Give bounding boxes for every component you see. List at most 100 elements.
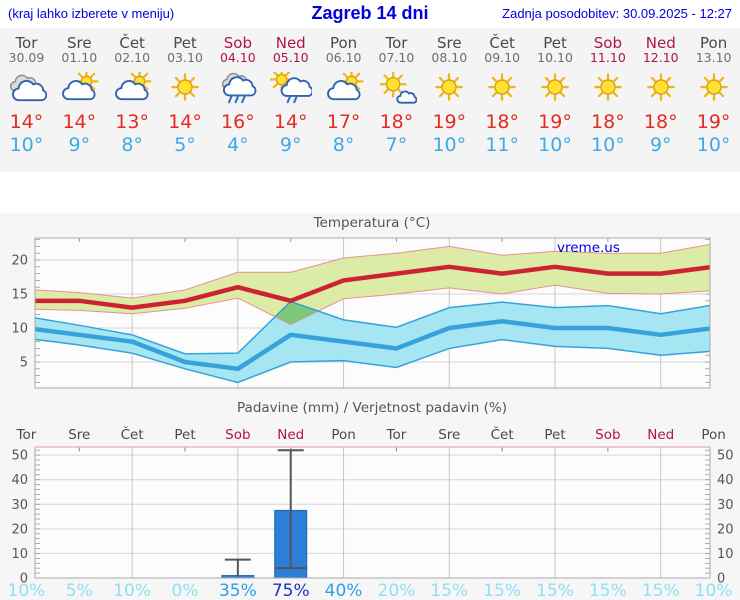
- sunny-icon: [488, 73, 516, 101]
- max-temp: 14°: [273, 111, 308, 133]
- min-temp: 10°: [9, 134, 44, 156]
- day-name: Sre: [66, 34, 92, 52]
- precip-probability: 10%: [8, 581, 46, 600]
- forecast-day: Sre 08.10 19° 10°: [423, 28, 476, 172]
- day-date: 07.10: [378, 50, 415, 65]
- precip-day-label: Pet: [174, 427, 195, 443]
- forecast-day: Pon 06.10 17° 8°: [317, 28, 370, 172]
- precip-day-label: Pon: [701, 427, 725, 443]
- sunny-icon: [699, 73, 728, 101]
- max-temp: 14°: [62, 111, 97, 133]
- sunny-icon: [171, 73, 199, 101]
- precip-probability: 0%: [172, 581, 199, 600]
- forecast-day: Čet 02.10 13° 8°: [106, 28, 159, 172]
- svg-text:20: 20: [11, 522, 28, 537]
- day-name: Ned: [275, 34, 306, 52]
- precip-day-label: Čet: [491, 425, 514, 443]
- precip-probability: 35%: [219, 581, 257, 600]
- min-temp: 8°: [332, 134, 355, 156]
- precip-probability: 10%: [113, 581, 151, 600]
- page-title: Zagreb 14 dni: [311, 3, 429, 23]
- weather-icon: [323, 72, 365, 104]
- day-date: 09.10: [484, 50, 521, 65]
- svg-text:15: 15: [11, 288, 28, 303]
- min-temp: 7°: [385, 134, 408, 156]
- weather-icon: [269, 72, 312, 104]
- cloudy-icon: [10, 74, 48, 102]
- day-name: Pet: [173, 34, 197, 52]
- min-temp: 10°: [696, 134, 731, 156]
- svg-text:Temperatura (°C): Temperatura (°C): [313, 215, 431, 231]
- day-name: Sre: [437, 34, 462, 52]
- sunny-icon: [541, 73, 569, 101]
- day-date: 03.10: [167, 50, 203, 65]
- weather-icon: [587, 72, 629, 104]
- precip-probability: 15%: [536, 581, 574, 600]
- min-temp: 5°: [174, 134, 196, 156]
- sunny-icon: [646, 73, 675, 101]
- max-temp: 18°: [379, 111, 414, 133]
- partly-icon: [62, 72, 99, 101]
- forecast-day: Tor 30.09 14° 10°: [0, 28, 53, 172]
- precipitation-chart: Padavine (mm) / Verjetnost padavin (%) To…: [8, 400, 734, 600]
- svg-text:0: 0: [20, 572, 28, 587]
- partly-icon: [326, 72, 364, 101]
- precip-probability: 15%: [483, 581, 521, 600]
- max-temp: 18°: [485, 111, 519, 133]
- precip-day-label: Čet: [121, 425, 144, 443]
- forecast-day: Ned 12.10 18° 9°: [634, 28, 687, 172]
- day-date: 08.10: [431, 50, 468, 65]
- precip-day-label: Tor: [386, 427, 407, 443]
- forecast-day: Čet 09.10 18° 11°: [476, 28, 529, 172]
- day-name: Čet: [489, 34, 515, 52]
- day-name: Čet: [119, 34, 145, 52]
- weather-icon: [164, 72, 206, 104]
- max-temp: 19°: [696, 111, 731, 133]
- last-updated-text: Zadnja posodobitev: 30.09.2025 - 12:27: [502, 6, 732, 21]
- day-name: Pon: [329, 34, 358, 52]
- day-date: 06.10: [325, 50, 362, 65]
- weather-icon: [5, 72, 48, 104]
- day-name: Tor: [385, 34, 408, 52]
- precip-probability: 15%: [589, 581, 627, 600]
- precip-probability: 20%: [378, 581, 416, 600]
- weather-icon: [111, 72, 153, 104]
- precip-day-label: Ned: [647, 427, 674, 443]
- svg-text:20: 20: [717, 522, 734, 537]
- day-date: 13.10: [695, 50, 732, 65]
- min-temp: 9°: [68, 134, 91, 156]
- sunny-icon: [435, 73, 464, 101]
- svg-text:0: 0: [717, 572, 725, 587]
- day-date: 10.10: [537, 50, 573, 65]
- max-temp: 19°: [538, 111, 572, 133]
- precip-day-label: Sre: [68, 427, 90, 443]
- precip-day-label: Ned: [277, 427, 304, 443]
- forecast-day: Sre 01.10 14° 9°: [53, 28, 106, 172]
- rain-icon: [221, 72, 257, 104]
- weather-icon: [428, 72, 470, 104]
- precip-probability: 5%: [66, 581, 93, 600]
- min-temp: 9°: [279, 134, 302, 156]
- header: (kraj lahko izberete v meniju) Zagreb 14…: [0, 0, 740, 28]
- min-temp: 8°: [121, 134, 143, 156]
- watermark-link[interactable]: vreme.us: [557, 240, 620, 256]
- svg-text:30: 30: [717, 498, 734, 513]
- min-temperature-line: [35, 318, 710, 372]
- forecast-strip: Tor 30.09 14° 10° Sre 01.10 14° 9° Čet 02.10 13° 8°…: [0, 28, 740, 172]
- svg-text:40: 40: [11, 473, 28, 488]
- max-temp: 14°: [168, 111, 202, 133]
- day-name: Tor: [15, 34, 38, 52]
- precip-day-label: Sob: [225, 427, 250, 443]
- precip-probability: 40%: [325, 581, 363, 600]
- max-temp: 19°: [432, 111, 467, 133]
- precip-day-label: Pon: [331, 427, 355, 443]
- svg-text:30: 30: [11, 498, 28, 513]
- max-temp: 18°: [591, 111, 625, 133]
- precip-day-label: Pet: [544, 427, 565, 443]
- forecast-day: Pet 10.10 19° 10°: [529, 28, 582, 172]
- precip-day-label: Sre: [438, 427, 460, 443]
- svg-text:20: 20: [11, 254, 28, 269]
- day-date: 30.09: [8, 50, 45, 65]
- weather-icon: [693, 72, 735, 104]
